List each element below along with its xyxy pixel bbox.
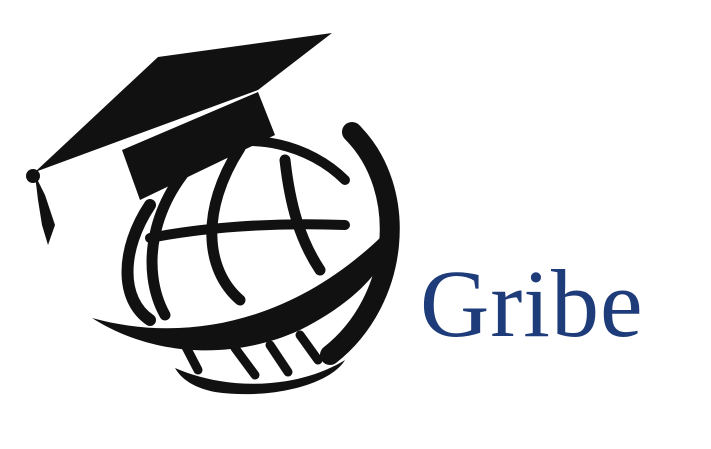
orbit-swoosh [92,228,391,351]
lower-swoosh [175,360,345,395]
brand-name: Gribe [420,250,644,357]
graduation-cap-icon [26,33,332,245]
